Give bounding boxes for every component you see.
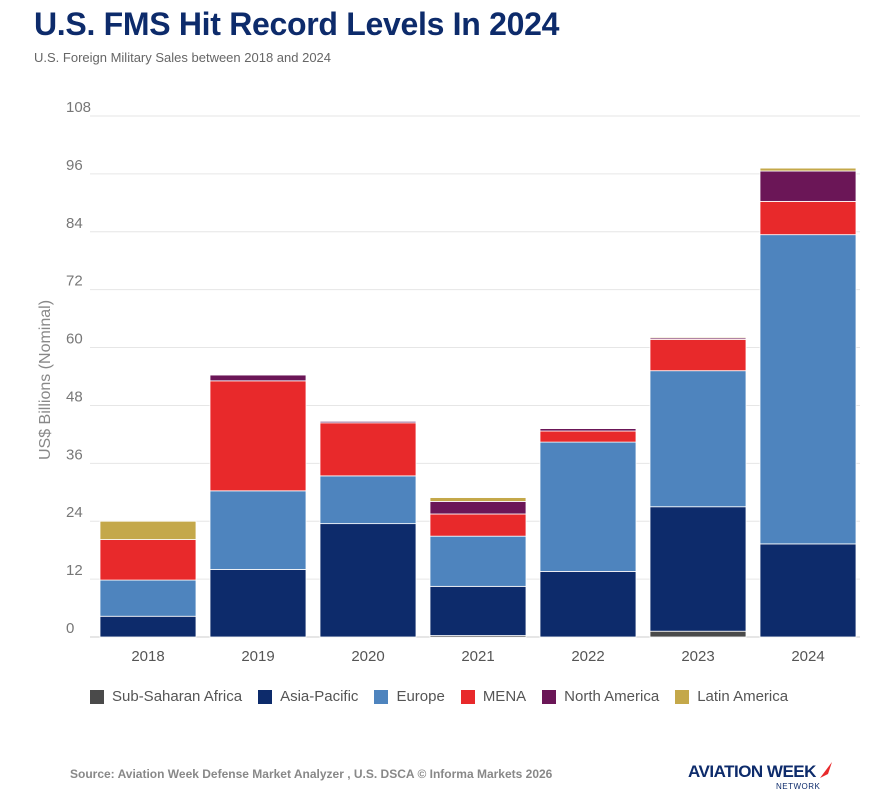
- x-tick-label: 2021: [461, 648, 494, 665]
- legend-swatch: [374, 689, 389, 704]
- bar-segment-asia-pacific-2023: [649, 506, 747, 632]
- logo-wordmark: AVIATION WEEK: [688, 762, 816, 781]
- x-tick-label: 2018: [131, 648, 164, 665]
- bar-segment-mena-2022: [539, 430, 637, 443]
- legend-item: MENA: [460, 688, 527, 705]
- legend-label: North America: [564, 688, 660, 705]
- bar-segment-latin-america-2023: [649, 336, 747, 339]
- bar-stack-2021: [429, 497, 527, 638]
- x-tick-label: 2024: [791, 648, 824, 665]
- stacked-bar-chart: 0 12 24 36 48 60 72 84 96 108 2018 2019 2020 2021 202…: [37, 99, 860, 665]
- bar-segment-latin-america-2018: [99, 520, 197, 540]
- y-tick-label: 60: [66, 331, 83, 348]
- legend-swatch: [258, 689, 273, 704]
- x-tick-label: 2023: [681, 648, 714, 665]
- bar-segment-europe-2019: [209, 490, 307, 570]
- source-note: Source: Aviation Week Defense Market Ana…: [70, 767, 553, 781]
- bar-segment-north-america-2022: [539, 428, 637, 432]
- y-tick-label: 72: [66, 273, 83, 290]
- bar-segment-latin-america-2024: [759, 167, 857, 172]
- y-axis-title: US$ Billions (Nominal): [37, 300, 54, 460]
- bar-segment-mena-2019: [209, 380, 307, 492]
- legend-swatch: [90, 689, 104, 704]
- legend-swatch: [460, 689, 475, 704]
- bar-stack-2018: [99, 520, 197, 638]
- bars: [99, 167, 857, 638]
- y-tick-label: 48: [66, 388, 83, 405]
- legend-label: Sub-Saharan Africa: [112, 688, 243, 705]
- bar-stack-2019: [209, 374, 307, 638]
- bar-segment-europe-2024: [759, 234, 857, 545]
- y-tick-label: 36: [66, 446, 83, 463]
- bar-segment-europe-2021: [429, 535, 527, 587]
- y-axis-ticks: 0 12 24 36 48 60 72 84 96 108: [66, 99, 91, 637]
- y-tick-label: 96: [66, 157, 83, 174]
- bar-segment-asia-pacific-2019: [209, 569, 307, 638]
- bar-segment-europe-2020: [319, 475, 417, 525]
- legend-label: Asia-Pacific: [280, 688, 359, 705]
- y-tick-label: 12: [66, 562, 83, 579]
- bar-segment-asia-pacific-2024: [759, 543, 857, 638]
- bar-segment-asia-pacific-2020: [319, 523, 417, 638]
- bar-segment-asia-pacific-2021: [429, 585, 527, 636]
- legend-label: Latin America: [697, 688, 789, 705]
- bar-segment-north-america-2020: [319, 420, 417, 424]
- bar-segment-mena-2018: [99, 539, 197, 581]
- bar-stack-2022: [539, 428, 637, 638]
- legend-item: Sub-Saharan Africa: [90, 688, 242, 705]
- bar-segment-mena-2023: [649, 338, 747, 372]
- x-tick-label: 2019: [241, 648, 274, 665]
- legend-item: Europe: [374, 688, 445, 705]
- aviation-week-logo: AVIATION WEEK NETWORK: [688, 760, 838, 794]
- bar-segment-asia-pacific-2022: [539, 570, 637, 638]
- legend-label: MENA: [482, 688, 527, 705]
- logo-swoosh-icon: [820, 762, 832, 778]
- bar-segment-asia-pacific-2018: [99, 615, 197, 638]
- bar-segment-europe-2023: [649, 370, 747, 508]
- legend-item: North America: [542, 688, 659, 705]
- y-tick-label: 84: [66, 215, 83, 232]
- y-tick-label: 108: [66, 99, 91, 116]
- bar-stack-2023: [649, 336, 747, 638]
- chart-legend: Sub-Saharan Africa Asia-Pacific Europe MENA…: [90, 688, 804, 705]
- bar-segment-north-america-2021: [429, 501, 527, 515]
- x-tick-label: 2020: [351, 648, 384, 665]
- legend-item: Latin America: [675, 688, 788, 705]
- legend-item: Asia-Pacific: [258, 688, 358, 705]
- bar-stack-2024: [759, 167, 857, 638]
- bar-segment-latin-america-2021: [429, 497, 527, 502]
- x-axis-ticks: 2018 2019 2020 2021 2022 2023 2024: [131, 648, 824, 665]
- y-tick-label: 24: [66, 504, 83, 521]
- bar-segment-europe-2022: [539, 441, 637, 572]
- legend-swatch: [542, 689, 557, 704]
- bar-segment-europe-2018: [99, 579, 197, 617]
- bar-stack-2020: [319, 420, 417, 638]
- bar-segment-north-america-2024: [759, 170, 857, 202]
- bar-segment-mena-2024: [759, 200, 857, 236]
- bar-segment-sub-saharan-africa-2023: [649, 630, 747, 638]
- x-tick-label: 2022: [571, 648, 604, 665]
- bar-segment-mena-2020: [319, 422, 417, 477]
- bar-segment-north-america-2019: [209, 374, 307, 382]
- y-tick-label: 0: [66, 620, 74, 637]
- chart-title: U.S. FMS Hit Record Levels In 2024: [34, 6, 560, 42]
- legend-swatch: [675, 689, 690, 704]
- bar-segment-mena-2021: [429, 513, 527, 537]
- legend-label: Europe: [396, 688, 445, 705]
- chart-subtitle: U.S. Foreign Military Sales between 2018…: [34, 50, 332, 65]
- logo-subtext: NETWORK: [776, 782, 821, 791]
